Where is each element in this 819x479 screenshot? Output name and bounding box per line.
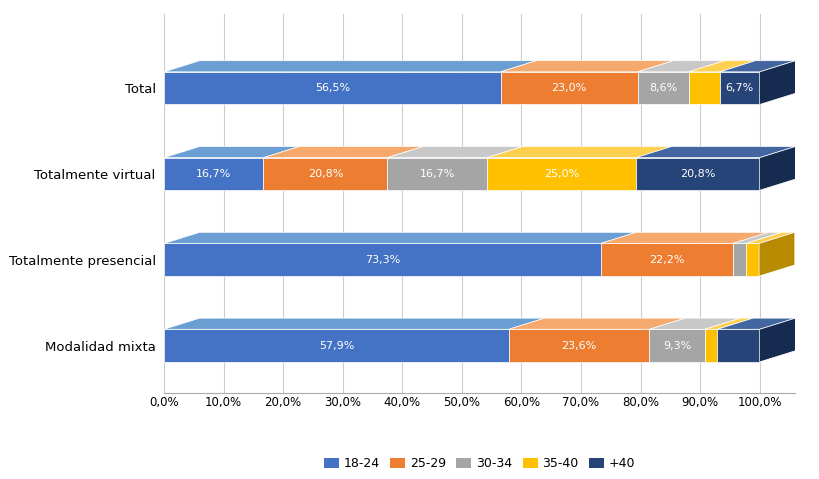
Bar [500, 72, 637, 104]
Text: 16,7%: 16,7% [419, 169, 455, 179]
Text: 23,6%: 23,6% [561, 341, 596, 351]
Text: 22,2%: 22,2% [648, 255, 684, 265]
Text: 20,8%: 20,8% [679, 169, 714, 179]
Legend: 18-24, 25-29, 30-34, 35-40, +40: 18-24, 25-29, 30-34, 35-40, +40 [319, 452, 640, 475]
Text: 56,5%: 56,5% [314, 83, 350, 93]
Polygon shape [486, 147, 671, 158]
Text: 16,7%: 16,7% [196, 169, 231, 179]
Bar [637, 72, 688, 104]
Polygon shape [164, 147, 299, 158]
Bar [649, 329, 704, 362]
Bar [164, 329, 509, 362]
Polygon shape [745, 232, 794, 243]
Bar [704, 329, 717, 362]
Text: 23,0%: 23,0% [550, 83, 586, 93]
Bar [387, 158, 486, 190]
Polygon shape [600, 232, 767, 243]
Polygon shape [635, 147, 794, 158]
Bar [164, 243, 600, 276]
Polygon shape [637, 61, 724, 72]
Text: 73,3%: 73,3% [364, 255, 400, 265]
Text: 8,6%: 8,6% [649, 83, 676, 93]
Polygon shape [500, 61, 672, 72]
Bar [164, 72, 500, 104]
Text: 9,3%: 9,3% [663, 341, 690, 351]
Polygon shape [509, 318, 685, 329]
Polygon shape [263, 147, 423, 158]
Polygon shape [164, 318, 544, 329]
Text: 57,9%: 57,9% [319, 341, 354, 351]
Polygon shape [717, 318, 794, 329]
Bar [263, 158, 387, 190]
Bar [509, 329, 649, 362]
Polygon shape [758, 318, 794, 362]
Bar [719, 72, 758, 104]
Bar [745, 243, 758, 276]
Polygon shape [164, 61, 536, 72]
Bar [164, 158, 263, 190]
Polygon shape [758, 147, 794, 190]
Polygon shape [688, 61, 754, 72]
Polygon shape [649, 318, 740, 329]
Bar [600, 243, 732, 276]
Text: 6,7%: 6,7% [725, 83, 753, 93]
Polygon shape [758, 232, 794, 276]
Text: 25,0%: 25,0% [543, 169, 578, 179]
Polygon shape [732, 232, 781, 243]
Polygon shape [387, 147, 522, 158]
Bar [635, 158, 758, 190]
Text: 20,8%: 20,8% [307, 169, 342, 179]
Polygon shape [758, 61, 794, 104]
Bar [688, 72, 719, 104]
Polygon shape [719, 61, 794, 72]
Bar [732, 243, 745, 276]
Polygon shape [704, 318, 752, 329]
Bar [717, 329, 758, 362]
Polygon shape [164, 232, 636, 243]
Bar [486, 158, 635, 190]
